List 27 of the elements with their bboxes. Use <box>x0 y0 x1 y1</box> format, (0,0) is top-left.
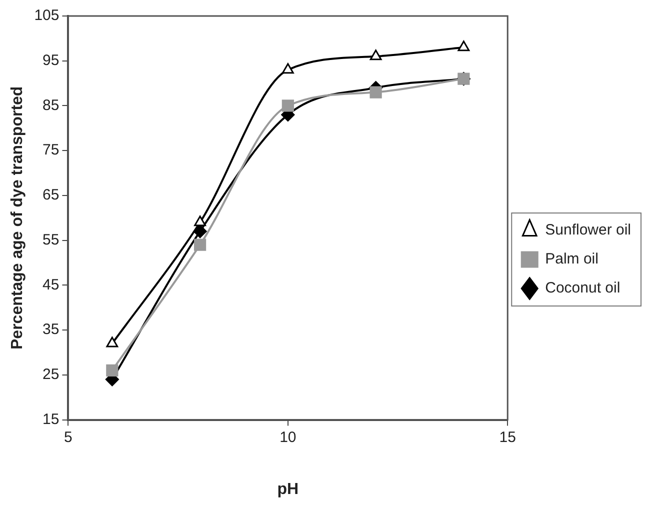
y-tick-label: 45 <box>42 276 60 294</box>
x-tick-label: 10 <box>280 428 296 446</box>
y-tick-label: 95 <box>42 52 60 70</box>
y-tick-label: 75 <box>42 142 60 159</box>
y-tick-label: 35 <box>42 321 60 338</box>
x-tick-label: 5 <box>64 428 72 446</box>
point <box>458 40 470 52</box>
point <box>106 336 118 348</box>
legend-label: Coconut oil <box>545 280 620 297</box>
y-tick-label: 85 <box>42 96 60 114</box>
y-tick-label: 105 <box>34 7 60 24</box>
y-tick-label: 25 <box>42 366 60 384</box>
point <box>282 100 294 112</box>
point <box>106 364 118 376</box>
legend-label: Palm oil <box>545 250 598 268</box>
point <box>194 216 206 226</box>
y-tick-label: 55 <box>42 231 60 248</box>
y-tick-label: 65 <box>42 186 60 204</box>
point <box>194 238 206 251</box>
x-tick-label: 15 <box>499 428 516 446</box>
point <box>282 63 294 74</box>
x-axis-title: pH <box>277 480 299 498</box>
point <box>370 50 382 60</box>
point <box>370 86 382 98</box>
y-axis-title: Percentage age of dye transported <box>9 86 26 350</box>
legend-label: Sunflower oil <box>545 222 632 239</box>
y-tick-label: 15 <box>42 410 60 428</box>
